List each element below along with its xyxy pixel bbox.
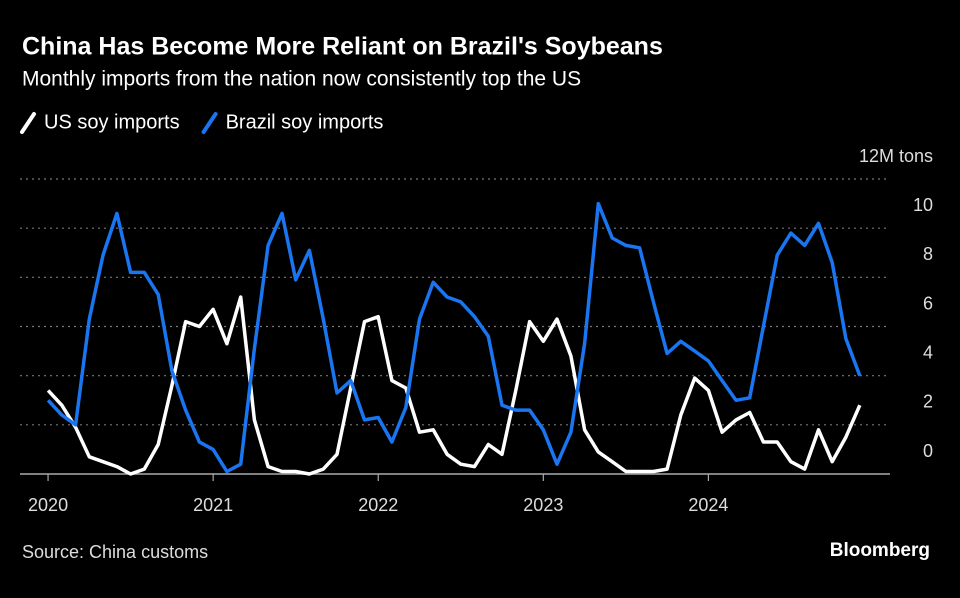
y-tick-label: 8 xyxy=(923,244,933,264)
brand: Bloomberg xyxy=(830,540,930,561)
chart-title: China Has Become More Reliant on Brazil'… xyxy=(22,33,663,61)
y-tick-label: 2 xyxy=(923,392,933,412)
legend-swatch xyxy=(20,112,36,134)
x-tick-label: 2021 xyxy=(193,495,233,515)
y-tick-label: 10 xyxy=(913,195,933,215)
legend-swatch xyxy=(201,112,218,134)
source: Source: China customs xyxy=(22,542,208,562)
x-tick-label: 2020 xyxy=(28,495,68,515)
series-line xyxy=(46,201,862,474)
x-tick-label: 2023 xyxy=(523,495,563,515)
y-tick-label: 6 xyxy=(923,293,933,313)
y-tick-label: 0 xyxy=(923,441,933,461)
y-tick-label: 12M tons xyxy=(859,146,933,166)
legend-label: US soy imports xyxy=(44,111,180,133)
chart-subtitle: Monthly imports from the nation now cons… xyxy=(22,68,581,91)
y-tick-label: 4 xyxy=(923,342,933,362)
x-tick-label: 2024 xyxy=(688,495,728,515)
series-line xyxy=(46,295,862,476)
x-tick-label: 2022 xyxy=(358,495,398,515)
legend-label: Brazil soy imports xyxy=(226,111,384,133)
